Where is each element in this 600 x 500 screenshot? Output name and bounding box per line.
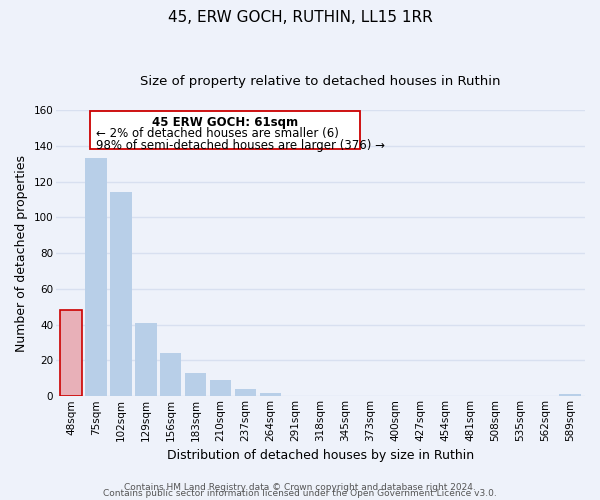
- Bar: [260, 392, 281, 396]
- Y-axis label: Number of detached properties: Number of detached properties: [15, 154, 28, 352]
- Bar: [85, 158, 107, 396]
- Title: Size of property relative to detached houses in Ruthin: Size of property relative to detached ho…: [140, 75, 501, 88]
- Bar: [559, 394, 581, 396]
- Bar: [185, 373, 206, 396]
- Bar: [210, 380, 232, 396]
- Text: 45, ERW GOCH, RUTHIN, LL15 1RR: 45, ERW GOCH, RUTHIN, LL15 1RR: [167, 10, 433, 25]
- Bar: [110, 192, 131, 396]
- Text: ← 2% of detached houses are smaller (6): ← 2% of detached houses are smaller (6): [96, 127, 338, 140]
- Bar: [235, 389, 256, 396]
- Bar: [135, 323, 157, 396]
- Text: Contains public sector information licensed under the Open Government Licence v3: Contains public sector information licen…: [103, 490, 497, 498]
- X-axis label: Distribution of detached houses by size in Ruthin: Distribution of detached houses by size …: [167, 450, 474, 462]
- Text: 98% of semi-detached houses are larger (376) →: 98% of semi-detached houses are larger (…: [96, 138, 385, 151]
- FancyBboxPatch shape: [91, 112, 360, 148]
- Bar: [160, 354, 181, 397]
- Text: 45 ERW GOCH: 61sqm: 45 ERW GOCH: 61sqm: [152, 116, 298, 128]
- Text: Contains HM Land Registry data © Crown copyright and database right 2024.: Contains HM Land Registry data © Crown c…: [124, 484, 476, 492]
- Bar: [61, 310, 82, 396]
